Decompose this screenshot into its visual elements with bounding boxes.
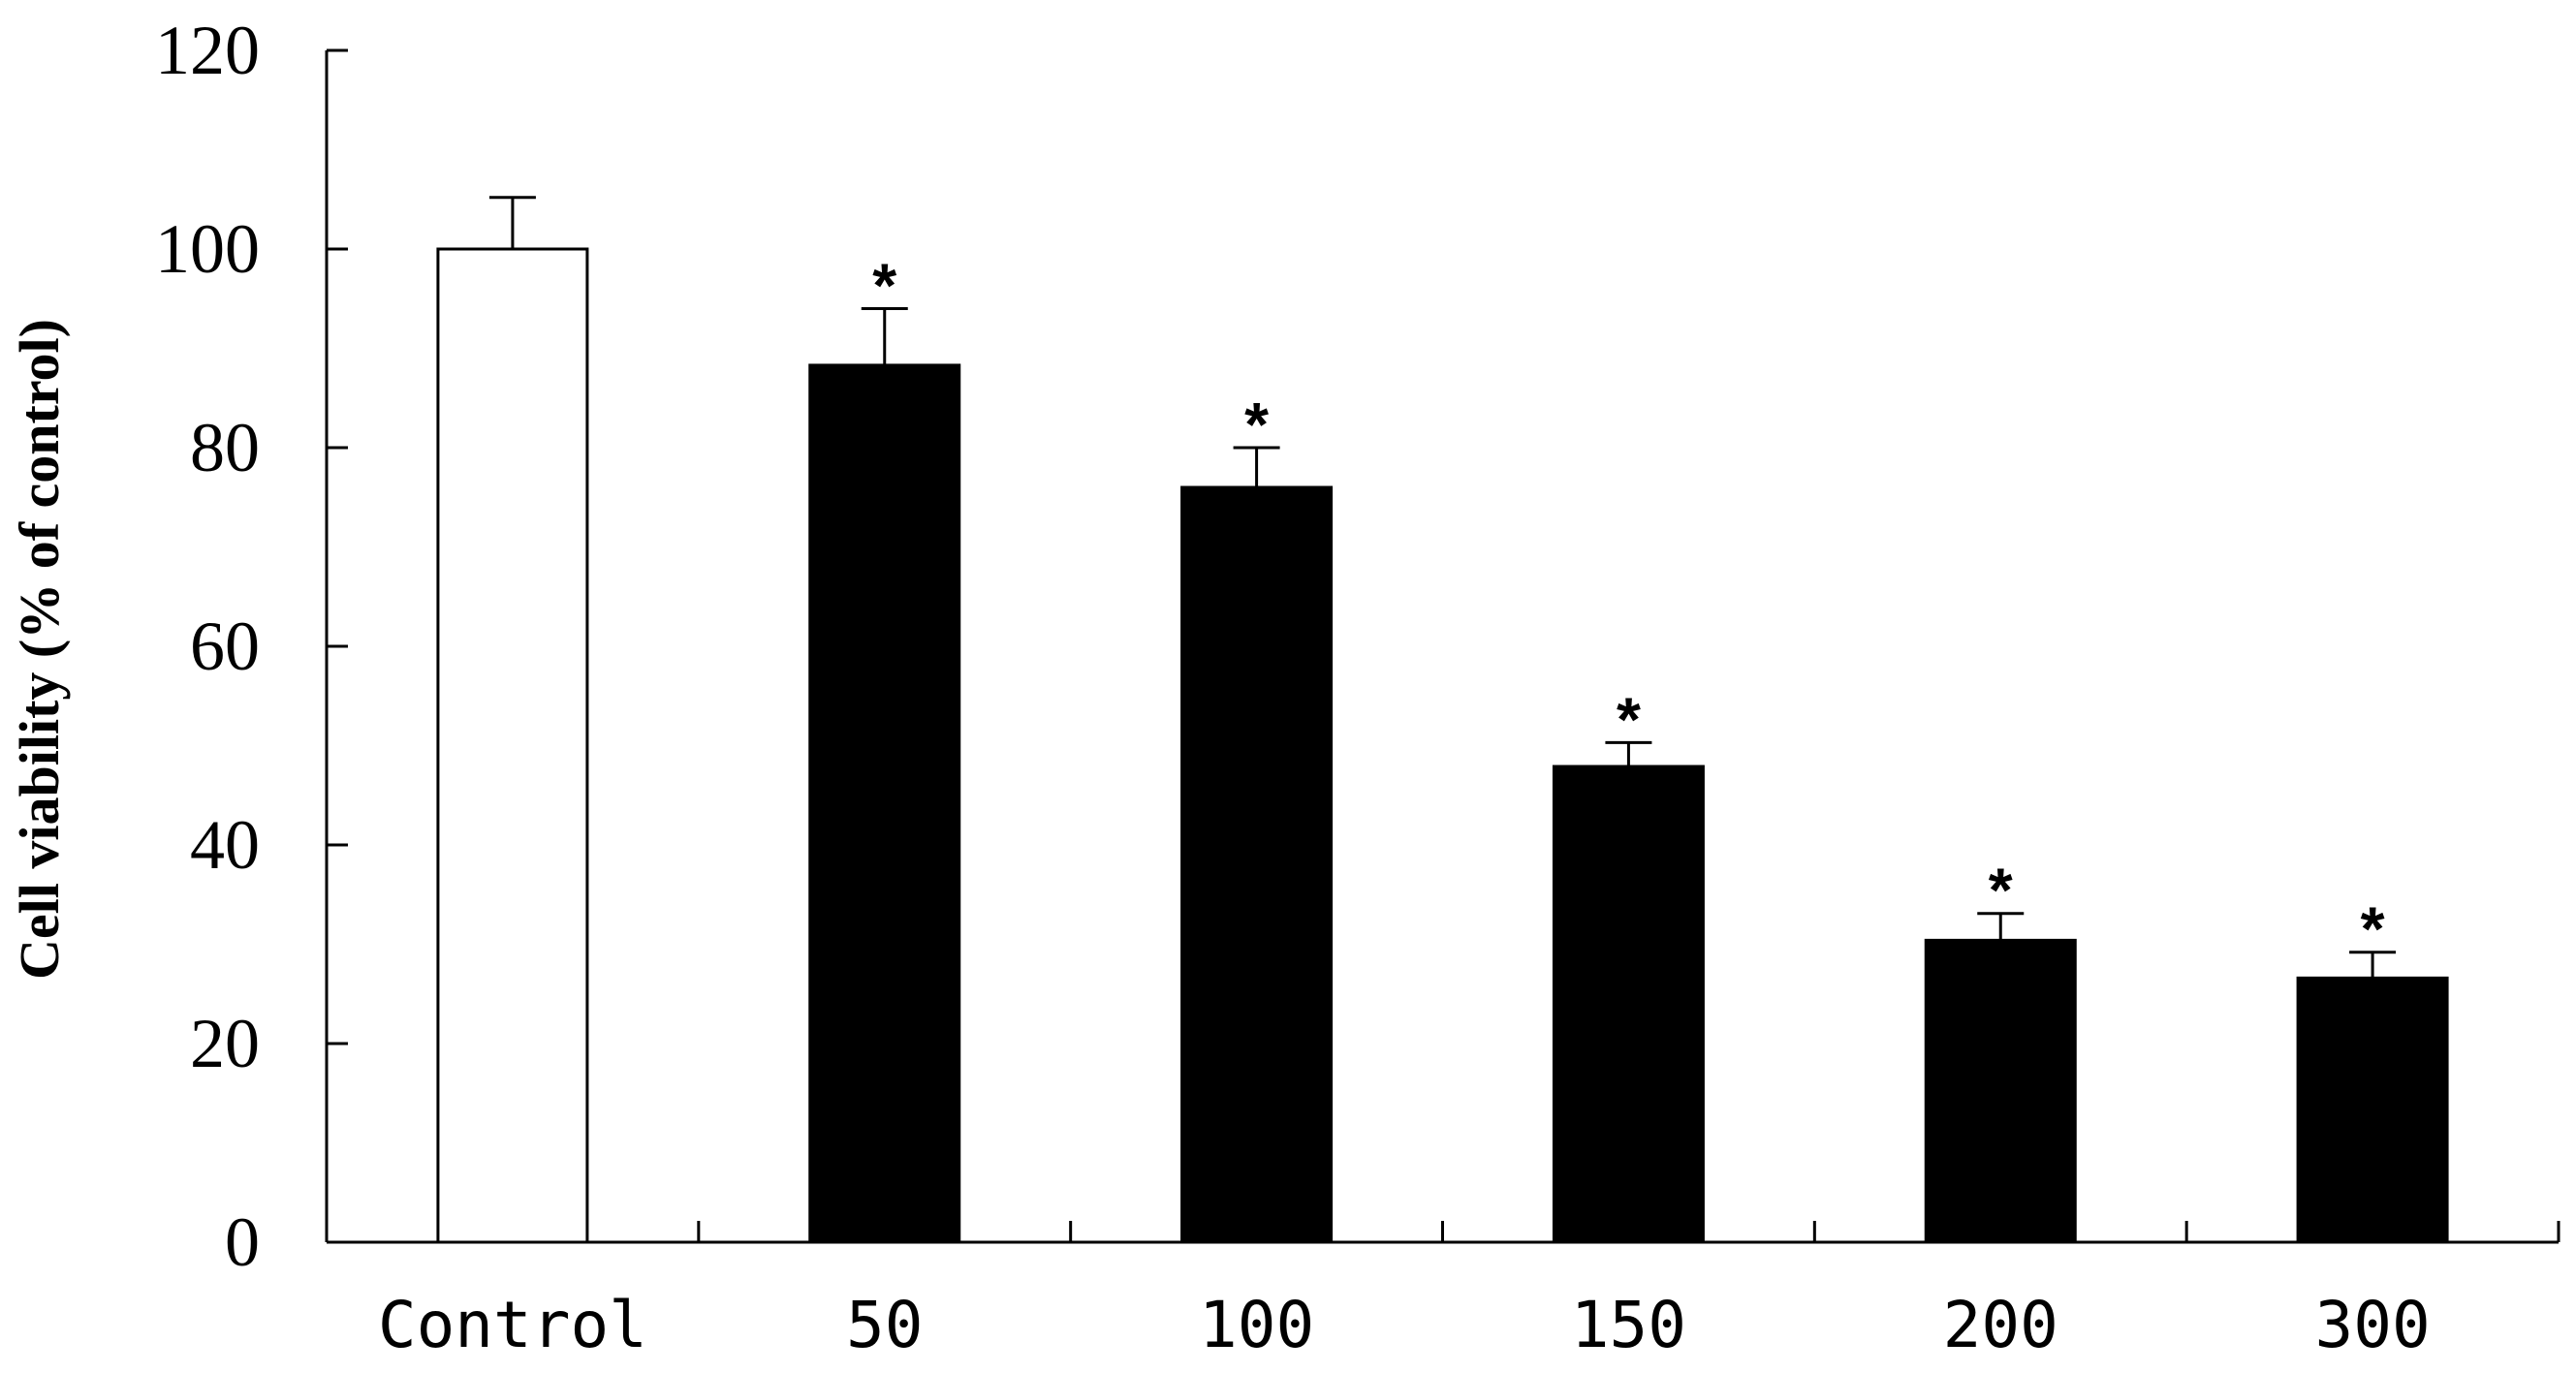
significance-asterisk: *: [1244, 390, 1269, 459]
y-tick-label: 0: [225, 1203, 260, 1281]
significance-asterisk: *: [872, 251, 896, 321]
y-tick-label: 100: [155, 210, 260, 288]
significance-marks: * * * * *: [872, 251, 2384, 964]
y-axis-label: Cell viability (% of control): [8, 319, 71, 980]
bar: [808, 363, 961, 1244]
y-tick-label: 120: [155, 12, 260, 89]
bar: [436, 247, 589, 1244]
axes: [325, 50, 2559, 1244]
bar: [1552, 765, 1705, 1244]
significance-asterisk: *: [1617, 684, 1641, 754]
x-tick-label: 200: [1943, 1288, 2058, 1362]
bar: [1180, 485, 1334, 1244]
y-tick-label: 40: [190, 806, 260, 884]
x-tick-label: 50: [846, 1288, 923, 1362]
x-tick-label: 300: [2314, 1288, 2430, 1362]
x-tick-label: 150: [1571, 1288, 1686, 1362]
bars: [436, 247, 2449, 1244]
x-tick-label: Control: [378, 1288, 647, 1362]
y-tick-label: 80: [190, 409, 260, 486]
y-tick-label: 20: [190, 1005, 260, 1082]
significance-asterisk: *: [2361, 894, 2385, 964]
x-axis-ticks: Control 50 100 150 200 300: [378, 1221, 2560, 1362]
error-bars: [488, 196, 2397, 979]
significance-asterisk: *: [1989, 856, 2013, 925]
y-tick-label: 60: [190, 608, 260, 685]
bar: [1924, 938, 2077, 1244]
bar: [2296, 976, 2449, 1244]
y-axis-ticks: 0 20 40 60 80 100 120: [155, 12, 348, 1281]
x-tick-label: 100: [1199, 1288, 1314, 1362]
